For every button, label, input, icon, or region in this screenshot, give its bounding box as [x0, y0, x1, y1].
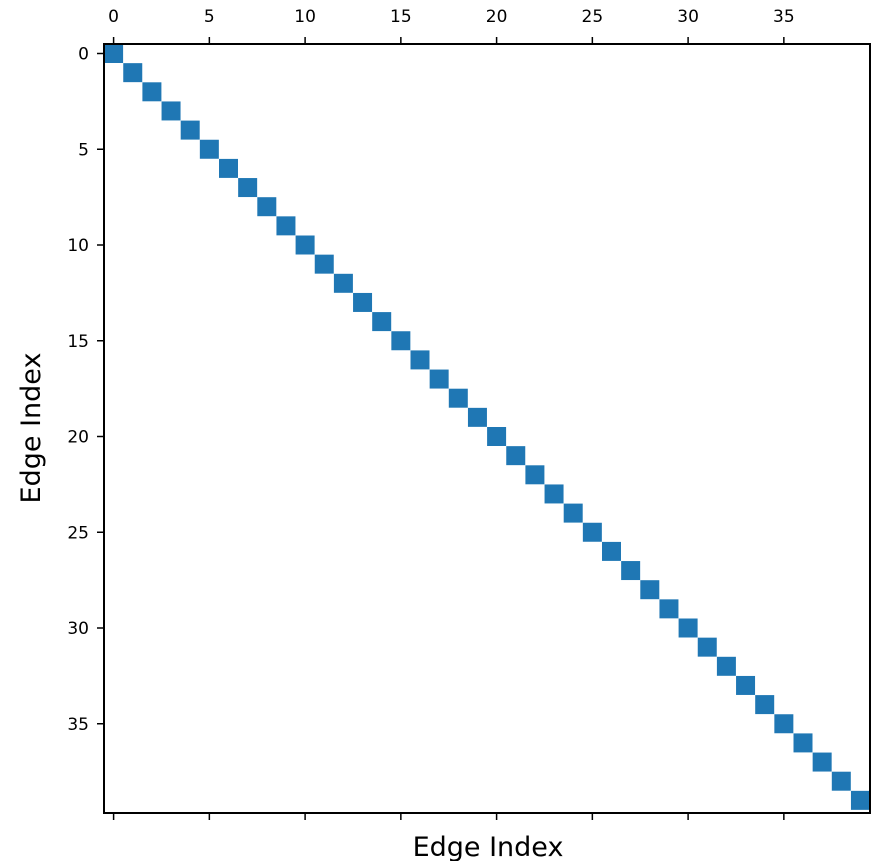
spy-marker: [333, 273, 353, 293]
spy-marker: [640, 580, 660, 600]
spy-marker: [697, 637, 717, 657]
spy-marker: [487, 427, 507, 446]
spy-marker: [755, 695, 775, 715]
spy-marker: [276, 216, 296, 236]
spy-marker: [774, 714, 794, 734]
nonzero-markers: [104, 44, 870, 810]
y-tick-label: 25: [67, 523, 89, 543]
plot-frame: [103, 43, 871, 814]
spy-marker: [219, 158, 238, 178]
spy-marker: [199, 139, 219, 159]
spy-marker: [659, 599, 679, 619]
y-tick-label: 0: [78, 45, 89, 65]
x-tick-label: 5: [204, 7, 215, 27]
x-tick-label: 25: [582, 7, 604, 27]
spy-marker: [353, 292, 373, 312]
spy-marker: [410, 350, 430, 370]
spy-marker: [506, 446, 526, 466]
spy-marker: [678, 618, 698, 638]
spy-marker: [812, 752, 832, 772]
spy-marker: [602, 541, 621, 561]
spy-marker: [142, 82, 162, 102]
spy-marker: [180, 120, 200, 140]
y-tick-label: 35: [67, 715, 89, 735]
x-tick-label: 15: [390, 7, 412, 27]
spy-marker: [429, 369, 449, 389]
spy-marker: [123, 63, 143, 83]
x-tick-label: 10: [294, 7, 316, 27]
y-tick-label: 20: [67, 428, 89, 448]
spy-marker: [621, 561, 641, 581]
y-tick-label: 15: [67, 332, 89, 352]
spy-marker: [104, 44, 124, 63]
spy-marker: [736, 675, 756, 695]
spy-marker: [295, 235, 315, 255]
spy-marker: [716, 656, 736, 676]
axes: 0 5 10 15 20 25 30 35 0 5 10 15 20 25 30 35: [67, 7, 871, 820]
spy-marker: [314, 254, 334, 274]
spy-marker: [582, 522, 602, 542]
y-tick-label: 5: [78, 140, 89, 160]
y-tick-label: 30: [67, 619, 89, 639]
x-tick-label: 30: [677, 7, 699, 27]
x-tick-label: 20: [486, 7, 508, 27]
spy-marker: [544, 484, 564, 504]
y-axis-label: Edge Index: [16, 353, 47, 504]
x-tick-label: 35: [773, 7, 795, 27]
spy-marker: [793, 733, 813, 753]
spy-marker: [257, 197, 277, 217]
y-tick-label: 10: [67, 236, 89, 256]
spy-marker: [238, 178, 258, 198]
spy-marker: [391, 331, 411, 351]
x-tick-label: 0: [108, 7, 119, 27]
spy-marker: [161, 101, 181, 121]
spy-marker: [372, 312, 392, 332]
spy-marker: [850, 790, 870, 810]
spy-marker: [563, 503, 583, 523]
spy-marker: [467, 407, 487, 427]
spy-marker: [525, 465, 545, 485]
spy-marker: [831, 771, 851, 791]
x-axis-label: Edge Index: [413, 832, 564, 861]
spy-marker: [448, 388, 468, 408]
